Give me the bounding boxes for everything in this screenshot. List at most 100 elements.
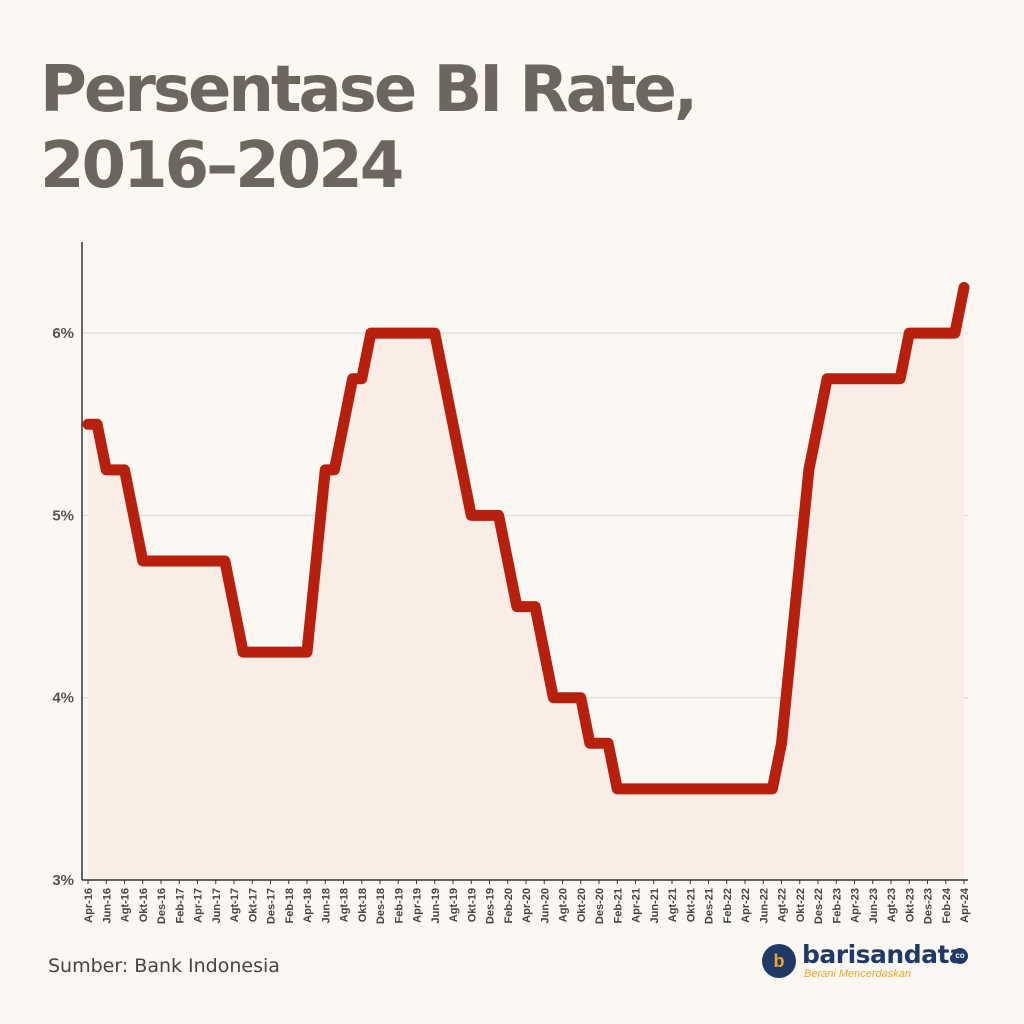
x-tick-label: Agt-22 [777, 888, 789, 922]
data-point [533, 604, 538, 609]
x-tick-label: Jun-23 [868, 888, 880, 923]
barisandata-logo-icon: b [762, 944, 796, 978]
data-point [806, 467, 811, 472]
x-tick-label: Agt-18 [339, 888, 351, 922]
x-tick-label: Jun-17 [211, 888, 223, 923]
data-point [469, 513, 474, 518]
data-point [916, 331, 921, 336]
data-point [578, 695, 583, 700]
x-tick-label: Apr-20 [521, 888, 533, 923]
data-point [487, 513, 492, 518]
data-point [232, 604, 236, 609]
data-point [149, 559, 154, 563]
x-tick-label: Des-16 [156, 888, 168, 924]
x-tick-label: Des-23 [923, 888, 935, 924]
y-tick-label: 5% [52, 507, 74, 524]
x-tick-label: Agt-19 [448, 888, 460, 922]
x-tick-label: Des-21 [704, 888, 716, 924]
x-tick-label: Okt-22 [795, 888, 807, 922]
data-point [715, 786, 720, 791]
x-tick-label: Agt-20 [558, 888, 570, 922]
data-point [405, 331, 410, 336]
data-point [268, 650, 273, 655]
data-point [177, 559, 182, 563]
x-tick-label: Agt-16 [120, 888, 132, 922]
data-point [861, 376, 866, 381]
data-point [615, 786, 620, 791]
data-point [305, 650, 309, 655]
x-tick-label: Apr-19 [412, 888, 424, 923]
data-point [460, 467, 465, 472]
data-point [250, 650, 255, 655]
area-fill [88, 287, 964, 881]
data-point [660, 786, 665, 791]
data-point [879, 376, 884, 381]
data-point [569, 695, 574, 700]
x-tick-label: Okt-18 [357, 888, 369, 922]
data-point [697, 786, 702, 791]
data-point [186, 559, 191, 563]
data-point [797, 559, 802, 563]
x-tick-label: Apr-16 [83, 888, 95, 923]
x-tick-label: Apr-18 [302, 888, 314, 923]
brand-logo: b barisandata co Berani Mencerdaskan [760, 940, 990, 984]
data-point [761, 786, 766, 791]
data-point [368, 331, 373, 336]
data-point [733, 786, 738, 791]
x-tick-label: Jun-20 [539, 888, 551, 923]
x-tick-label: Okt-17 [247, 888, 259, 922]
data-point [679, 786, 684, 791]
x-tick-label: Apr-22 [740, 888, 752, 923]
data-point [341, 422, 346, 427]
x-tick-label: Apr-23 [850, 888, 862, 923]
source-note: Sumber: Bank Indonesia [48, 955, 280, 977]
brand-name: barisandata [802, 940, 966, 969]
x-tick-label: Jun-18 [320, 888, 332, 923]
x-tick-label: Jun-21 [649, 888, 661, 923]
data-point [378, 331, 382, 336]
data-point [597, 741, 601, 746]
x-tick-label: Feb-23 [831, 888, 843, 923]
data-point [724, 786, 729, 791]
y-tick-label: 4% [52, 690, 74, 707]
x-tick-label: Jun-22 [758, 888, 770, 923]
data-point [606, 741, 611, 746]
data-point [159, 559, 163, 563]
data-point [788, 650, 793, 655]
data-point [295, 650, 300, 655]
x-tick-label: Feb-20 [503, 888, 515, 923]
data-point [542, 650, 547, 655]
x-tick-label: Feb-21 [612, 888, 624, 923]
chart-title: Persentase BI Rate, 2016–2024 [40, 52, 940, 204]
chart-title-line-2: 2016–2024 [40, 129, 404, 203]
data-point [86, 422, 90, 427]
data-point [414, 331, 419, 336]
data-point [743, 786, 747, 791]
data-point [222, 559, 227, 563]
x-tick-label: Feb-24 [941, 887, 953, 923]
x-tick-label: Apr-17 [193, 888, 205, 923]
data-point [752, 786, 757, 791]
data-point [642, 786, 647, 791]
data-point [651, 786, 656, 791]
y-tick-label: 3% [52, 872, 74, 889]
data-point [870, 376, 875, 381]
chart-title-line-1: Persentase BI Rate, [40, 53, 698, 127]
x-tick-label: Okt-19 [466, 888, 478, 922]
data-point [825, 376, 830, 381]
x-tick-label: Feb-17 [174, 888, 186, 923]
y-tick-label: 6% [52, 325, 74, 342]
x-tick-label: Des-20 [594, 888, 606, 924]
x-tick-label: Feb-19 [393, 888, 405, 923]
data-point [898, 376, 903, 381]
x-tick-label: Des-18 [375, 888, 387, 924]
data-point [396, 331, 401, 336]
x-tick-label: Agt-17 [229, 888, 241, 922]
x-tick-label: Feb-18 [284, 888, 296, 923]
x-tick-label: Okt-23 [904, 888, 916, 922]
data-point [852, 376, 857, 381]
data-point [816, 422, 820, 427]
data-point [204, 559, 209, 563]
x-tick-label: Des-17 [266, 888, 278, 924]
